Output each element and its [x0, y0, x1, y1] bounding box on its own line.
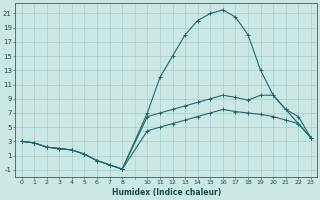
X-axis label: Humidex (Indice chaleur): Humidex (Indice chaleur): [112, 188, 221, 197]
